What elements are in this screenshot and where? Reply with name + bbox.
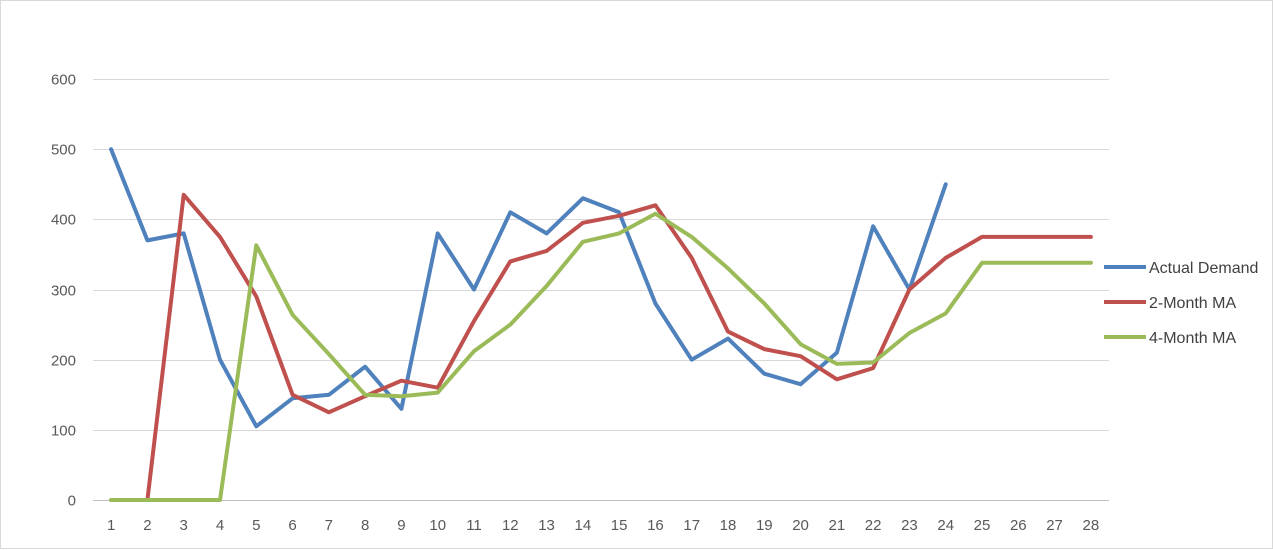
x-tick-label: 24: [937, 517, 954, 534]
x-tick-label: 18: [720, 517, 737, 534]
y-tick-label: 600: [51, 72, 76, 89]
y-tick-label: 200: [51, 353, 76, 370]
x-axis-tick-labels: 1 2 3 4 5 6 7 8 9 10 11 12 13 14 15 16 17 18 19 20 21 22 23 24 2…: [107, 517, 1099, 534]
x-tick-label: 22: [865, 517, 882, 534]
y-tick-label: 0: [68, 493, 76, 510]
x-tick-label: 5: [252, 517, 260, 534]
y-tick-label: 500: [51, 142, 76, 159]
x-tick-label: 10: [429, 517, 446, 534]
series-lines: [109, 147, 1093, 502]
x-tick-label: 26: [1010, 517, 1027, 534]
legend-label: 2-Month MA: [1149, 295, 1236, 312]
x-tick-label: 6: [288, 517, 296, 534]
x-tick-label: 4: [216, 517, 224, 534]
x-tick-label: 28: [1083, 517, 1100, 534]
x-tick-label: 3: [180, 517, 188, 534]
series-line-1: [109, 147, 948, 429]
x-tick-label: 1: [107, 517, 115, 534]
gridlines: [93, 79, 1109, 501]
x-tick-label: 7: [325, 517, 333, 534]
y-tick-label: 400: [51, 212, 76, 229]
series-line-3: [109, 211, 1093, 502]
y-axis-tick-labels: 0 100 200 300 400 500 600: [51, 72, 76, 510]
x-tick-label: 15: [611, 517, 628, 534]
x-tick-label: 13: [538, 517, 555, 534]
legend-label: 4-Month MA: [1149, 330, 1236, 347]
x-tick-label: 20: [792, 517, 809, 534]
x-tick-label: 11: [466, 517, 482, 534]
x-tick-label: 8: [361, 517, 369, 534]
x-tick-label: 17: [683, 517, 700, 534]
x-tick-label: 27: [1046, 517, 1063, 534]
x-tick-label: 19: [756, 517, 773, 534]
x-tick-label: 25: [974, 517, 991, 534]
x-tick-label: 21: [829, 517, 846, 534]
x-tick-label: 23: [901, 517, 918, 534]
legend: Actual Demand 2-Month MA 4-Month MA: [1104, 260, 1258, 347]
series-line-2: [109, 192, 1093, 502]
y-tick-label: 100: [51, 423, 76, 440]
x-tick-label: 2: [143, 517, 151, 534]
x-tick-label: 9: [397, 517, 405, 534]
x-tick-label: 16: [647, 517, 664, 534]
y-tick-label: 300: [51, 283, 76, 300]
legend-label: Actual Demand: [1149, 260, 1258, 277]
x-tick-label: 14: [575, 517, 592, 534]
x-tick-label: 12: [502, 517, 519, 534]
